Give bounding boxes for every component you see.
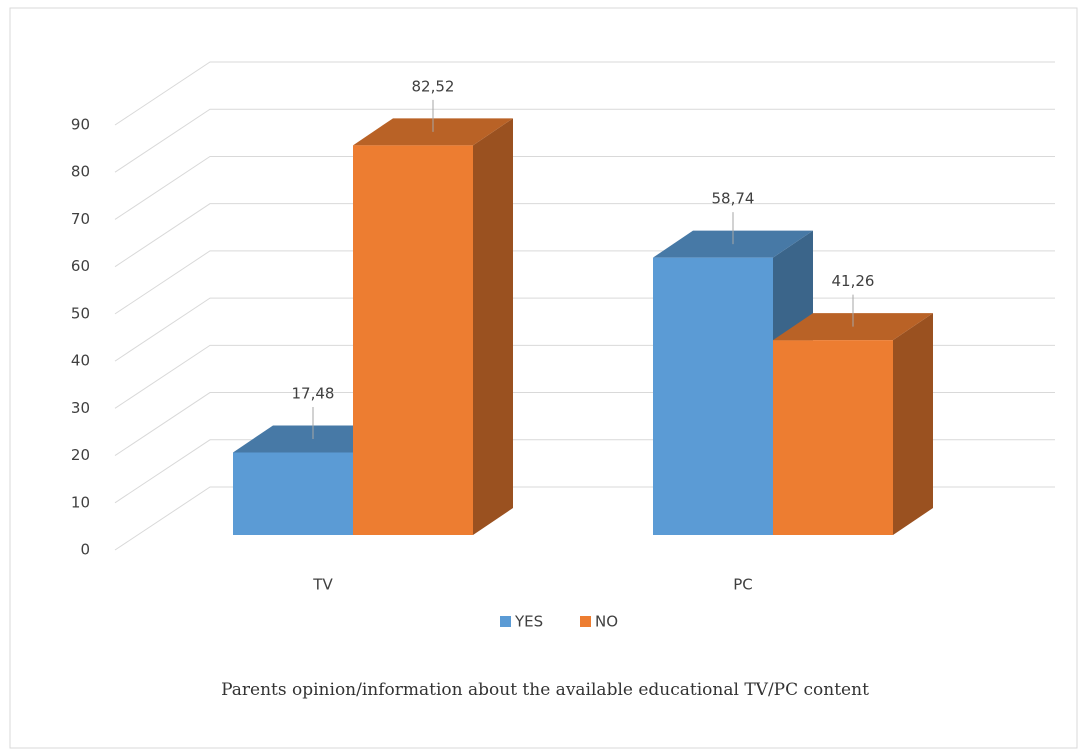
bar-side bbox=[893, 313, 933, 535]
y-tick-label: 80 bbox=[71, 163, 90, 181]
bar-front bbox=[653, 257, 773, 535]
y-tick-label: 50 bbox=[71, 304, 90, 322]
y-tick-label: 90 bbox=[71, 116, 90, 134]
grid-line bbox=[114, 108, 1055, 173]
legend-swatch bbox=[580, 616, 591, 627]
y-tick-label: 40 bbox=[71, 352, 90, 370]
bar bbox=[773, 313, 933, 535]
bar-front bbox=[773, 340, 893, 535]
data-label: 17,48 bbox=[292, 384, 335, 402]
bar-front bbox=[353, 145, 473, 536]
y-tick-label: 70 bbox=[71, 210, 90, 228]
grid-line bbox=[114, 61, 1055, 126]
legend-label: NO bbox=[595, 613, 618, 631]
grid-line bbox=[114, 203, 1055, 268]
y-tick-label: 10 bbox=[71, 493, 90, 511]
y-tick-label: 60 bbox=[71, 257, 90, 275]
legend-label: YES bbox=[514, 613, 543, 631]
legend-swatch bbox=[500, 616, 511, 627]
bar-front bbox=[233, 452, 353, 535]
data-label: 41,26 bbox=[832, 272, 875, 290]
data-label: 82,52 bbox=[412, 77, 455, 95]
grid-line bbox=[114, 155, 1055, 220]
y-tick-label: 20 bbox=[71, 446, 90, 464]
x-tick-label: TV bbox=[312, 576, 333, 594]
y-tick-label: 30 bbox=[71, 399, 90, 417]
chart-title: Parents opinion/information about the av… bbox=[221, 680, 869, 700]
bar bbox=[353, 118, 513, 536]
data-label: 58,74 bbox=[712, 190, 755, 208]
bar-side bbox=[473, 118, 513, 536]
y-tick-label: 0 bbox=[80, 541, 90, 559]
x-tick-label: PC bbox=[733, 576, 753, 594]
